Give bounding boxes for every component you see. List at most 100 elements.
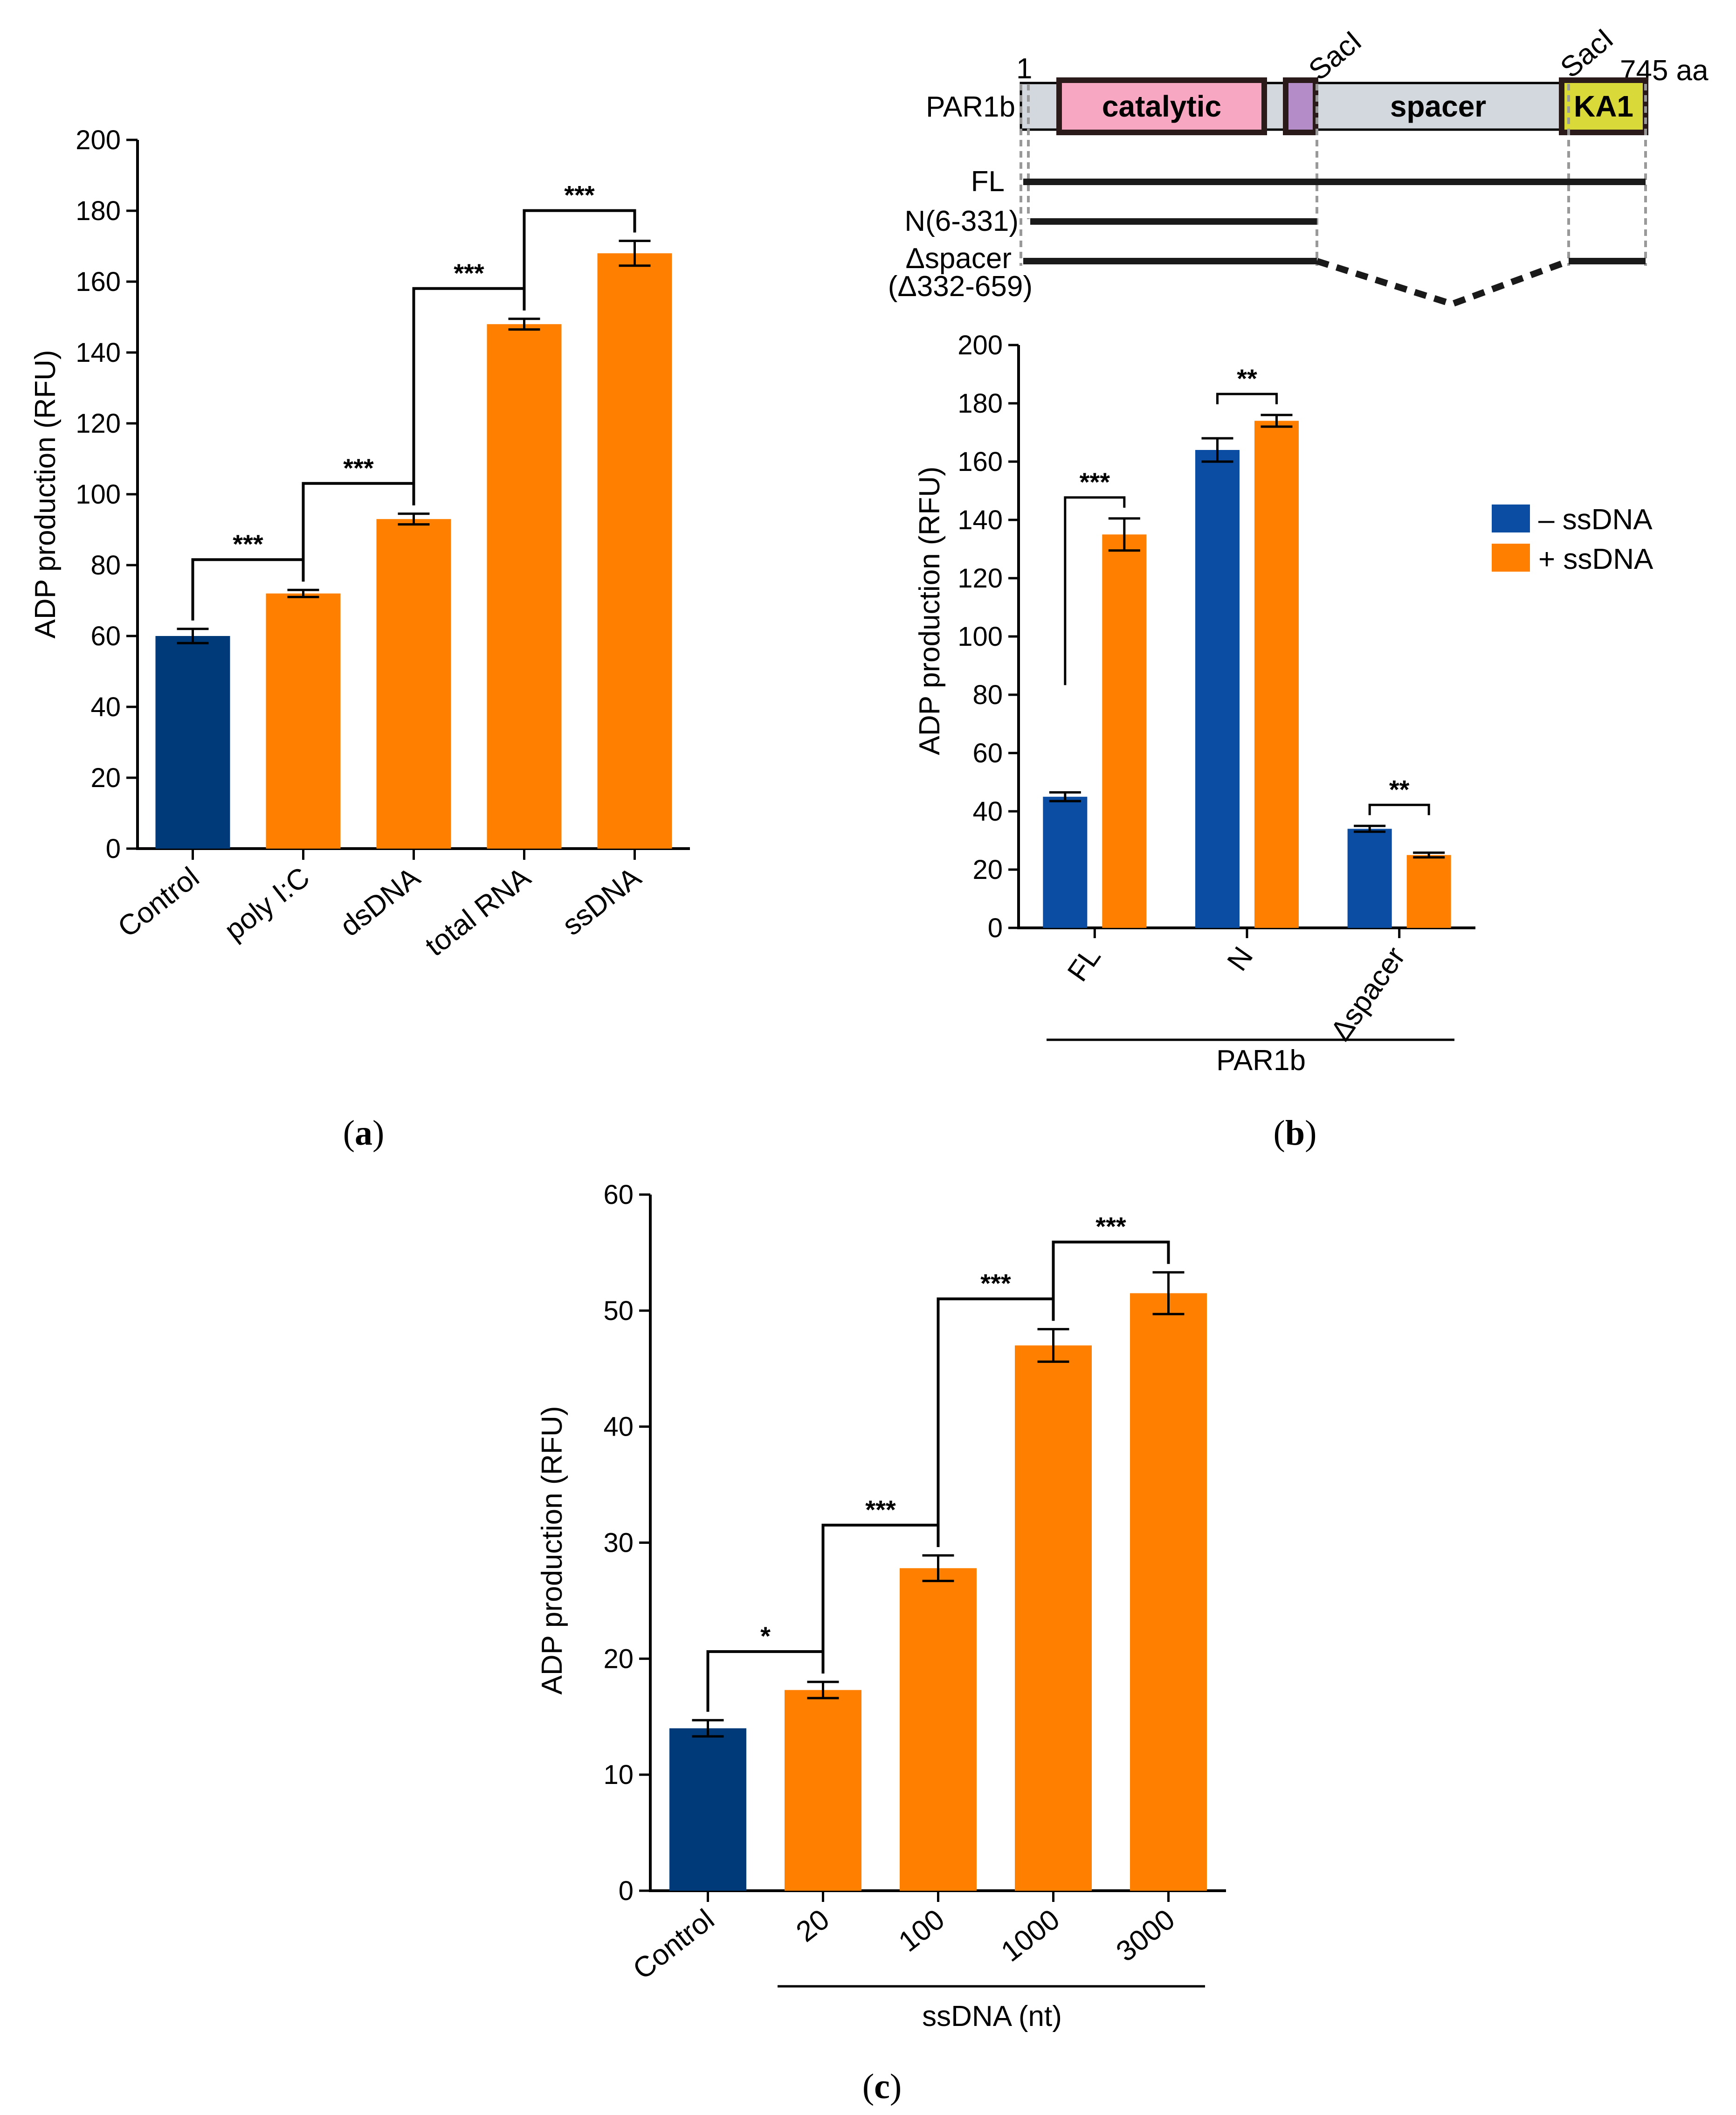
- chart-b-category-label: FL: [1061, 941, 1107, 987]
- chart-b: 0 20 40 60 80 100 120 140 160 180 200 FL N Δspacer *…: [914, 330, 1653, 1077]
- chart-a-sig-label: ***: [233, 529, 263, 559]
- chart-c-sig-label: ***: [865, 1495, 896, 1524]
- chart-c-bar: [1130, 1293, 1207, 1891]
- schematic-site-left: SacI: [1303, 25, 1368, 87]
- chart-a-bar: [487, 324, 562, 849]
- construct-dspacer-deletion: [1316, 258, 1570, 308]
- chart-a-significance: *** *** *** ***: [191, 180, 636, 621]
- chart-b-ylabel: ADP production (RFU): [914, 466, 946, 755]
- schematic-site-right: SacI: [1555, 22, 1619, 84]
- domain-catalytic: [1056, 77, 1267, 135]
- domain-catalytic-label: catalytic: [1102, 90, 1221, 123]
- chart-a-category-label: total RNA: [420, 861, 537, 962]
- schematic-start-residue: 1: [1016, 53, 1032, 85]
- chart-a-category-label: poly I:C: [219, 861, 316, 947]
- chart-a-ylabel: ADP production (RFU): [29, 350, 62, 638]
- chart-b-ytick-label: 20: [972, 855, 1003, 885]
- chart-a-bar: [597, 253, 672, 849]
- chart-c-sig-bracket: [1052, 1240, 1170, 1321]
- chart-b-category-label: Δspacer: [1324, 941, 1412, 1046]
- chart-c-ytick-label: 20: [603, 1644, 634, 1674]
- chart-b-legend: – ssDNA + ssDNA: [1492, 504, 1653, 575]
- chart-b-ytick-label: 120: [958, 563, 1003, 594]
- chart-a: 0 20 40 60 80 100 120 140 160 180 200 Control poly …: [29, 125, 690, 962]
- chart-a-sig-bracket: [523, 209, 636, 311]
- chart-c-ytick-label: 40: [603, 1412, 634, 1442]
- chart-c-ytick-label: 50: [603, 1296, 634, 1326]
- chart-c-axes: 0 10 20 30 40 50 60: [603, 1180, 1226, 1906]
- chart-c-category-label: 20: [790, 1903, 835, 1949]
- chart-a-category-label: dsDNA: [334, 861, 427, 943]
- chart-c-significance: **********: [706, 1212, 1170, 1712]
- chart-a-bar: [155, 636, 230, 849]
- chart-c-ytick-label: 30: [603, 1528, 634, 1558]
- chart-b-sig-bracket: [1064, 496, 1126, 685]
- chart-b-ytick-label: 40: [972, 796, 1003, 827]
- chart-a-ytick-label: 160: [76, 267, 121, 297]
- chart-a-ytick-label: 120: [76, 408, 121, 439]
- chart-b-significance: *******: [1064, 364, 1430, 816]
- chart-b-sig-bracket: [1216, 393, 1278, 404]
- chart-a-ytick-label: 20: [90, 763, 121, 793]
- chart-a-ytick-label: 200: [76, 125, 121, 155]
- chart-a-bar: [266, 593, 341, 849]
- domain-ka1-label: KA1: [1574, 90, 1633, 123]
- chart-b-bar: [1347, 829, 1392, 928]
- chart-c-sig-label: *: [760, 1621, 771, 1651]
- chart-b-bar: [1102, 534, 1147, 928]
- chart-b-ytick-label: 140: [958, 505, 1003, 535]
- chart-b-bars: FL N Δspacer: [1043, 414, 1451, 1046]
- chart-c-category-label: Control: [627, 1903, 720, 1986]
- chart-b-bar: [1254, 421, 1299, 928]
- chart-c-ylabel: ADP production (RFU): [536, 1406, 568, 1694]
- chart-c-bar: [900, 1568, 977, 1891]
- chart-b-sig-label: **: [1237, 364, 1257, 393]
- chart-c-category-label: 3000: [1110, 1903, 1181, 1968]
- chart-a-category-label: Control: [112, 861, 205, 944]
- chart-c-ytick-label: 0: [619, 1876, 634, 1906]
- chart-a-ytick-label: 100: [76, 479, 121, 510]
- chart-b-ytick-label: 60: [972, 738, 1003, 768]
- chart-c-bar: [669, 1728, 746, 1891]
- chart-a-axes: 0 20 40 60 80 100 120 140 160 180 200: [76, 125, 690, 864]
- chart-b-category-label: N: [1221, 941, 1259, 976]
- chart-b-sig-bracket: [1368, 803, 1430, 816]
- chart-c-category-label: 100: [893, 1903, 951, 1958]
- chart-b-ytick-label: 80: [972, 680, 1003, 710]
- chart-a-category-label: ssDNA: [557, 861, 648, 942]
- chart-a-sig-label: ***: [454, 258, 484, 288]
- chart-b-bar: [1195, 450, 1240, 928]
- legend-label-plus-ssdna: + ssDNA: [1538, 543, 1653, 575]
- chart-c-bar: [1015, 1345, 1092, 1891]
- chart-b-bar: [1406, 855, 1451, 928]
- chart-b-ytick-label: 200: [958, 330, 1003, 360]
- chart-c-sig-label: ***: [980, 1269, 1011, 1298]
- chart-c-category-label: 1000: [995, 1903, 1066, 1968]
- chart-b-sig-label: **: [1389, 774, 1410, 804]
- construct-n-label: N(6-331): [904, 205, 1019, 237]
- chart-a-bar: [376, 519, 451, 849]
- chart-a-sig-label: ***: [564, 180, 595, 210]
- chart-a-ytick-label: 60: [90, 621, 121, 651]
- construct-dspacer-range: (Δ332-659): [888, 270, 1033, 303]
- panel-label-a: (a): [343, 1113, 385, 1153]
- chart-b-bar: [1043, 796, 1088, 928]
- chart-b-sig-label: ***: [1080, 467, 1110, 497]
- chart-c-bar: [785, 1690, 861, 1891]
- construct-dspacer-label: Δspacer: [905, 242, 1012, 275]
- domain-linker: [1283, 77, 1318, 135]
- chart-c-xlabel: ssDNA (nt): [922, 2000, 1062, 2032]
- chart-c-ytick-label: 10: [603, 1760, 634, 1790]
- chart-a-ytick-label: 80: [90, 550, 121, 581]
- legend-swatch-plus-ssdna: [1492, 544, 1530, 572]
- chart-b-axes: 0 20 40 60 80 100 120 140 160 180 200: [958, 330, 1475, 943]
- domain-ka1: [1559, 77, 1648, 135]
- chart-b-ytick-label: 0: [988, 913, 1003, 943]
- legend-swatch-minus-ssdna: [1492, 505, 1530, 532]
- chart-a-sig-label: ***: [343, 453, 374, 483]
- schematic-protein-name: PAR1b: [926, 91, 1015, 123]
- legend-label-minus-ssdna: – ssDNA: [1538, 504, 1653, 536]
